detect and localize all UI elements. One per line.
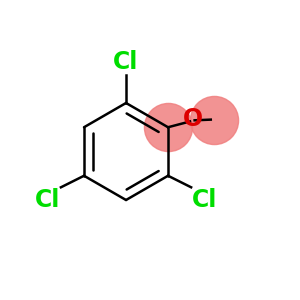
Text: Cl: Cl (34, 188, 60, 212)
Point (166, 125, 170, 130)
Point (212, 117, 216, 122)
Text: O: O (183, 107, 203, 131)
Text: Cl: Cl (192, 188, 218, 212)
Text: Cl: Cl (113, 50, 139, 74)
